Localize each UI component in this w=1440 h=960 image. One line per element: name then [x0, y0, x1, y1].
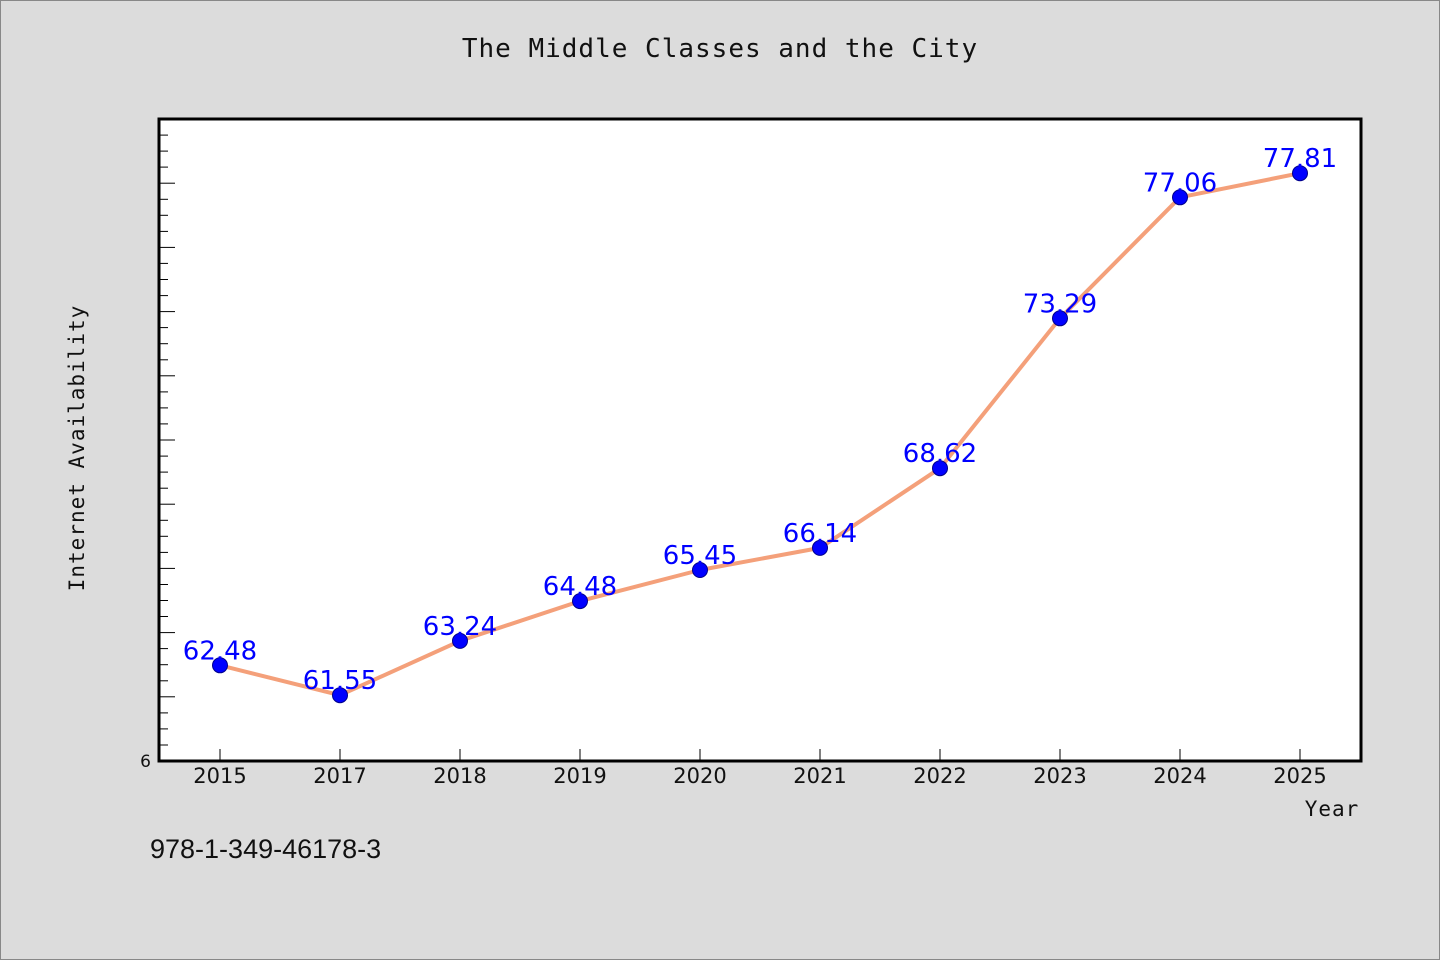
x-tick-label: 2023 — [1033, 764, 1086, 788]
data-point — [452, 632, 468, 649]
x-tick-label: 2020 — [673, 764, 726, 788]
data-point — [1292, 165, 1308, 182]
data-label: 77.06 — [1143, 168, 1217, 198]
y-axis-ticks — [159, 134, 175, 746]
data-point — [1172, 189, 1188, 206]
x-axis-ticks — [219, 749, 1301, 761]
plot-area — [157, 117, 1363, 763]
data-point — [572, 593, 588, 610]
data-point — [932, 460, 948, 477]
x-tick-label: 2022 — [913, 764, 966, 788]
data-point — [212, 657, 228, 674]
y-axis-tick-labels: 6 — [140, 752, 151, 772]
x-tick-label: 2015 — [193, 764, 246, 788]
x-axis-title: Year — [1305, 797, 1360, 821]
isbn-text: 978-1-349-46178-3 — [150, 834, 382, 864]
data-label: 63.24 — [423, 612, 497, 642]
series-line — [219, 171, 1301, 698]
x-tick-label: 2025 — [1273, 764, 1326, 788]
data-label: 61.55 — [303, 666, 377, 696]
x-axis-tick-labels: 2015 2017 2018 2019 2020 2021 2022 2023 2024 2025 — [193, 764, 1326, 788]
y-axis-title: Internet Availability — [65, 305, 89, 592]
data-label: 62.48 — [183, 636, 257, 666]
data-labels: 62.48 61.55 63.24 64.48 65.45 66.14 68.62 73.29… — [183, 144, 1337, 696]
data-label: 77.81 — [1263, 144, 1337, 174]
data-markers — [212, 165, 1308, 704]
data-point — [692, 562, 708, 578]
chart-title: The Middle Classes and the City — [461, 34, 979, 64]
data-label: 65.45 — [663, 541, 737, 571]
data-label: 73.29 — [1023, 289, 1097, 319]
x-tick-label: 2024 — [1153, 764, 1206, 788]
x-tick-label: 2019 — [553, 764, 606, 788]
data-point — [812, 539, 828, 556]
x-tick-label: 2021 — [793, 764, 846, 788]
y-tick-label: 6 — [140, 752, 151, 772]
data-point — [332, 687, 348, 704]
x-tick-label: 2017 — [313, 764, 366, 788]
data-label: 66.14 — [783, 519, 857, 549]
data-label: 68.62 — [903, 439, 977, 469]
data-point — [1052, 310, 1068, 327]
data-label: 64.48 — [543, 572, 617, 602]
x-tick-label: 2018 — [433, 764, 486, 788]
